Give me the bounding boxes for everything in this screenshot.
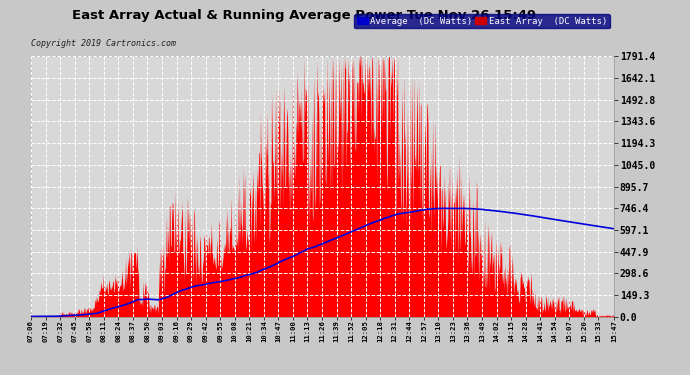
Text: Copyright 2019 Cartronics.com: Copyright 2019 Cartronics.com <box>31 39 176 48</box>
Legend: Average  (DC Watts), East Array  (DC Watts): Average (DC Watts), East Array (DC Watts… <box>354 14 609 28</box>
Text: East Array Actual & Running Average Power Tue Nov 26 15:49: East Array Actual & Running Average Powe… <box>72 9 535 22</box>
